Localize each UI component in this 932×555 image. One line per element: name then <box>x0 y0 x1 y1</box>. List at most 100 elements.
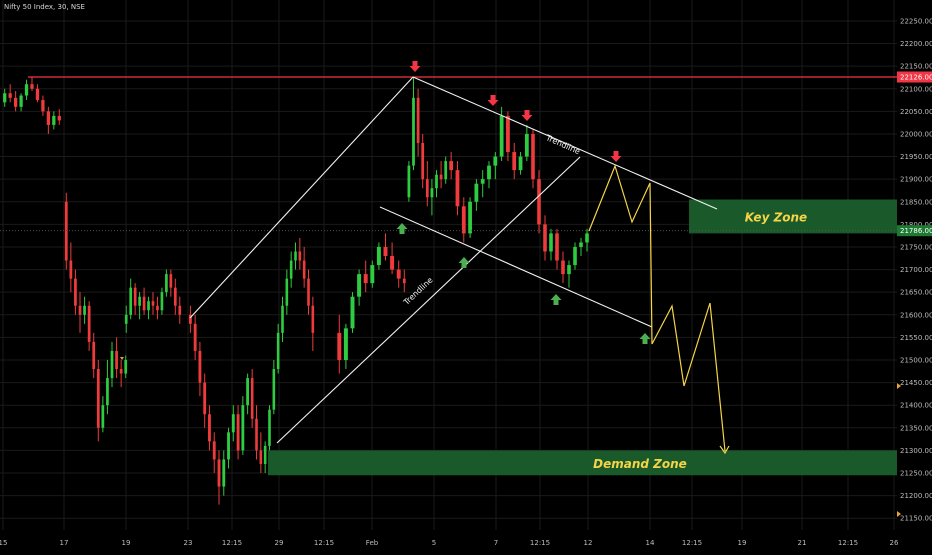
chart-header: Nifty 50 Index, 30, NSE <box>4 3 85 11</box>
candle-body <box>231 414 235 433</box>
candle-body <box>52 115 56 125</box>
candle-body <box>461 206 466 234</box>
candle-body <box>57 115 61 121</box>
candle-body <box>193 323 197 351</box>
x-tick-label: 17 <box>60 539 69 547</box>
candle-body <box>363 274 368 284</box>
candle-body <box>147 301 150 311</box>
candle-body <box>302 260 306 279</box>
y-tick-label: 21500.00 <box>900 356 932 364</box>
candle-body <box>35 88 40 101</box>
y-tick-label: 22000.00 <box>900 130 932 138</box>
x-tick-label: 29 <box>275 539 284 547</box>
y-tick-label: 21550.00 <box>900 334 932 342</box>
y-tick-label: 21950.00 <box>900 153 932 161</box>
y-tick-label: 22150.00 <box>900 63 932 71</box>
candle-body <box>133 287 137 306</box>
candle-body <box>439 174 443 180</box>
candle-body <box>357 274 362 297</box>
candle-body <box>337 332 342 360</box>
y-tick-label: 21850.00 <box>900 198 932 206</box>
y-tick-label: 22050.00 <box>900 108 932 116</box>
candle-body <box>87 305 91 342</box>
candle-body <box>455 170 460 207</box>
candle-body <box>188 314 192 324</box>
up-arrow-icon <box>396 223 408 234</box>
candle-body <box>430 188 434 198</box>
candle-body <box>74 278 77 306</box>
candle-body <box>549 233 553 252</box>
candle-body <box>298 251 302 261</box>
candle-body <box>506 115 510 153</box>
candle-body <box>350 296 355 329</box>
candle-body <box>110 350 114 379</box>
drawings: Trendline Trendline <box>0 61 897 455</box>
y-tick-label: 22100.00 <box>900 85 932 93</box>
candle-body <box>421 143 425 180</box>
candle-body <box>203 382 207 415</box>
candle-body <box>585 233 589 243</box>
candle-body <box>106 378 109 406</box>
candle-body <box>579 242 583 247</box>
candle-body <box>531 133 535 180</box>
candle-body <box>64 201 68 261</box>
zones: Key Zone Demand Zone <box>268 199 897 476</box>
up-arrow-icon <box>639 333 651 344</box>
candle-body <box>165 274 168 293</box>
candle-body <box>30 84 34 89</box>
candle-body <box>263 445 267 464</box>
y-tick-label: 22250.00 <box>900 17 932 25</box>
trendline <box>276 156 581 444</box>
candle-body <box>115 350 118 370</box>
y-tick-label: 21150.00 <box>900 515 932 523</box>
candle-body <box>272 369 276 410</box>
x-tick-label: Feb <box>366 539 379 547</box>
candle-body <box>227 432 230 460</box>
candle-body <box>435 174 438 189</box>
projection-path <box>588 164 726 452</box>
trendline-label: Trendline <box>544 133 582 156</box>
last-price-label: 21786.00 <box>900 227 932 235</box>
key-zone-label: Key Zone <box>745 210 807 224</box>
marker-icon <box>120 357 124 360</box>
x-tick-label: 21 <box>798 539 807 547</box>
x-tick-label: 12:15 <box>222 539 242 547</box>
candle-body <box>390 256 395 270</box>
x-tick-label: 12 <box>584 539 593 547</box>
candle-body <box>92 341 96 370</box>
last-price-label-bg <box>897 225 932 237</box>
x-tick-label: 15 <box>0 539 7 547</box>
candle-body <box>402 278 406 284</box>
candle-body <box>487 165 491 180</box>
candle-body <box>449 161 454 171</box>
candle-body <box>425 179 429 198</box>
x-tick-label: 26 <box>890 539 899 547</box>
candle-body <box>573 246 577 266</box>
candle-body <box>96 369 100 428</box>
candle-body <box>250 378 254 419</box>
candle-body <box>276 332 280 370</box>
y-tick-label: 21450.00 <box>900 379 932 387</box>
candle-body <box>376 246 381 266</box>
candle-body <box>19 95 23 107</box>
zone-rect <box>268 450 897 476</box>
x-tick-label: 23 <box>184 539 193 547</box>
trendline <box>412 76 718 210</box>
candle-body <box>14 97 18 107</box>
candle-body <box>246 378 250 406</box>
candle-body <box>396 269 401 279</box>
candle-body <box>416 97 420 143</box>
candle-body <box>468 201 472 234</box>
candle-body <box>124 314 128 324</box>
candle-body <box>156 305 159 311</box>
candle-body <box>46 111 50 125</box>
y-tick-label: 21600.00 <box>900 311 932 319</box>
candle-body <box>241 405 245 451</box>
candle-body <box>307 278 310 306</box>
candle-body <box>138 296 141 306</box>
candle-body <box>407 165 411 198</box>
candle-body <box>512 152 517 171</box>
candle-body <box>3 93 7 103</box>
